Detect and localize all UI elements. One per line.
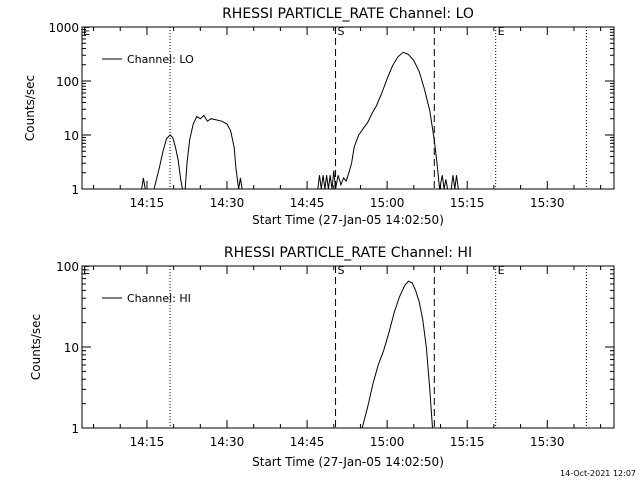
panel-lo-ytick-label: 1000 [48, 21, 79, 35]
panel-hi-legend-label: Channel: HI [127, 292, 191, 305]
panel-lo: RHESSI PARTICLE_RATE Channel: LO Counts/… [23, 6, 615, 227]
panel-lo-xtick-label: 14:30 [210, 196, 245, 210]
panel-lo-ytick-label: 1 [71, 183, 79, 197]
panel-hi-ylabel: Counts/sec [29, 314, 43, 380]
panel-hi: RHESSI PARTICLE_RATE Channel: HI Counts/… [29, 245, 615, 469]
panel-hi-ytick-label: 1 [71, 422, 79, 436]
panel-hi-xtick-label: 15:15 [450, 435, 485, 449]
panel-lo-ylabel: Counts/sec [23, 75, 37, 141]
panel-hi-legend: Channel: HI [102, 292, 191, 305]
panel-lo-corner-label: E [83, 25, 90, 38]
panel-lo-ytick-label: 100 [56, 75, 79, 89]
panel-lo-marker-label: S [338, 25, 345, 38]
panel-lo-marker-label: E [498, 25, 505, 38]
panel-hi-corner-label: E [83, 264, 90, 277]
panel-hi-xlabel: Start Time (27-Jan-05 14:02:50) [252, 455, 444, 469]
panel-hi-ytick-label: 100 [56, 260, 79, 274]
panel-lo-frame [81, 26, 615, 190]
panel-lo-title: RHESSI PARTICLE_RATE Channel: LO [222, 6, 474, 22]
panel-lo-xtick-label: 15:15 [450, 196, 485, 210]
panel-hi-frame [81, 265, 615, 429]
panel-hi-marker-label: S [338, 264, 345, 277]
panel-hi-xtick-label: 15:30 [530, 435, 565, 449]
panel-hi-xtick-label: 15:00 [370, 435, 405, 449]
panel-hi-xtick-label: 14:45 [290, 435, 325, 449]
panel-lo-xtick-label: 15:00 [370, 196, 405, 210]
panel-lo-xtick-label: 14:15 [130, 196, 165, 210]
footer-timestamp: 14-Oct-2021 12:07 [560, 469, 636, 478]
panel-hi-ytick-label: 10 [64, 341, 79, 355]
panel-lo-xlabel: Start Time (27-Jan-05 14:02:50) [252, 213, 444, 227]
panel-lo-legend: Channel: LO [102, 53, 194, 66]
panel-lo-series-line [141, 51, 464, 190]
panel-lo-xtick-label: 14:45 [290, 196, 325, 210]
panel-lo-legend-label: Channel: LO [127, 53, 194, 66]
panel-hi-title: RHESSI PARTICLE_RATE Channel: HI [224, 245, 472, 261]
panel-hi-xtick-label: 14:30 [210, 435, 245, 449]
panel-hi-xtick-label: 14:15 [130, 435, 165, 449]
panel-lo-xtick-label: 15:30 [530, 196, 565, 210]
panel-lo-ytick-label: 10 [64, 129, 79, 143]
panel-hi-series-line [361, 280, 433, 429]
panel-hi-marker-label: E [498, 264, 505, 277]
